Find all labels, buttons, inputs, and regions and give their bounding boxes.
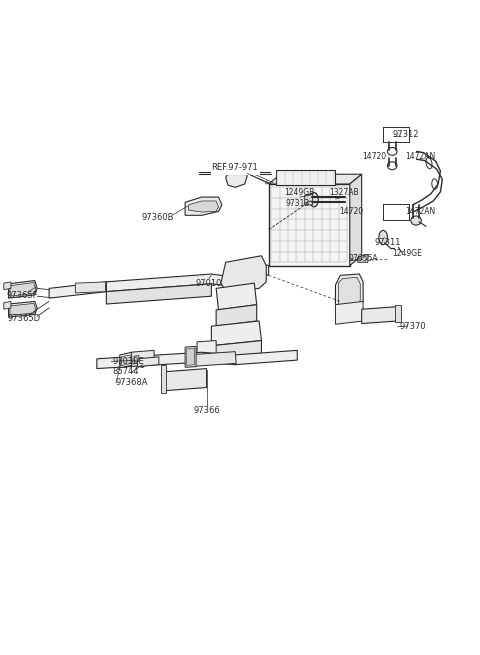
Text: 97366: 97366: [193, 406, 220, 415]
Text: 97368A: 97368A: [116, 379, 148, 388]
Text: 1472AN: 1472AN: [405, 152, 435, 161]
Text: 97010: 97010: [196, 278, 222, 288]
Text: REF.97-971: REF.97-971: [212, 164, 259, 174]
Polygon shape: [10, 282, 36, 296]
Polygon shape: [211, 341, 262, 359]
Text: 97360B: 97360B: [142, 214, 174, 223]
Polygon shape: [185, 346, 196, 367]
Ellipse shape: [411, 216, 421, 225]
Polygon shape: [134, 356, 139, 362]
Polygon shape: [304, 193, 312, 205]
Polygon shape: [120, 352, 132, 368]
Polygon shape: [107, 262, 269, 291]
Text: 97365D: 97365D: [7, 314, 40, 323]
Text: 14720: 14720: [362, 152, 386, 161]
Ellipse shape: [310, 193, 318, 207]
Text: 1249GB: 1249GB: [285, 188, 315, 197]
Polygon shape: [121, 355, 130, 366]
Polygon shape: [188, 352, 236, 367]
Polygon shape: [185, 197, 222, 215]
Polygon shape: [9, 301, 37, 317]
Polygon shape: [187, 348, 195, 365]
Polygon shape: [161, 365, 166, 393]
Polygon shape: [276, 170, 336, 185]
Polygon shape: [211, 321, 262, 346]
Text: 97655A: 97655A: [348, 254, 378, 263]
Polygon shape: [9, 280, 37, 298]
Polygon shape: [49, 282, 107, 298]
Text: 97312: 97312: [392, 130, 419, 139]
Polygon shape: [97, 350, 297, 369]
Polygon shape: [216, 305, 257, 326]
Polygon shape: [75, 282, 106, 293]
Polygon shape: [221, 255, 266, 291]
Polygon shape: [4, 282, 11, 290]
Polygon shape: [107, 284, 211, 304]
Text: REF.97-971: REF.97-971: [211, 162, 258, 172]
Text: 1327AB: 1327AB: [329, 188, 359, 197]
Polygon shape: [10, 303, 36, 315]
Polygon shape: [395, 305, 401, 322]
Text: 97370: 97370: [399, 322, 426, 331]
Text: 97311: 97311: [375, 238, 401, 247]
Text: 97030E: 97030E: [112, 357, 144, 366]
Polygon shape: [189, 201, 218, 212]
Text: 85744: 85744: [112, 367, 139, 377]
Polygon shape: [336, 301, 363, 324]
Polygon shape: [358, 254, 368, 262]
Text: 1249GE: 1249GE: [392, 249, 422, 257]
Polygon shape: [269, 184, 350, 265]
Polygon shape: [4, 301, 11, 309]
Polygon shape: [226, 168, 247, 187]
Polygon shape: [362, 307, 397, 324]
Polygon shape: [338, 277, 360, 312]
Text: 97313: 97313: [285, 199, 310, 208]
Text: 14720: 14720: [340, 207, 364, 216]
Polygon shape: [216, 283, 257, 310]
Polygon shape: [197, 341, 216, 365]
Ellipse shape: [140, 362, 144, 367]
Polygon shape: [137, 357, 159, 367]
Text: 97365F: 97365F: [7, 291, 38, 300]
Polygon shape: [130, 350, 154, 364]
Text: 1472AN: 1472AN: [405, 207, 435, 216]
Polygon shape: [350, 174, 362, 265]
Ellipse shape: [379, 231, 387, 245]
Polygon shape: [336, 274, 363, 316]
Polygon shape: [269, 174, 362, 184]
Polygon shape: [164, 369, 206, 391]
